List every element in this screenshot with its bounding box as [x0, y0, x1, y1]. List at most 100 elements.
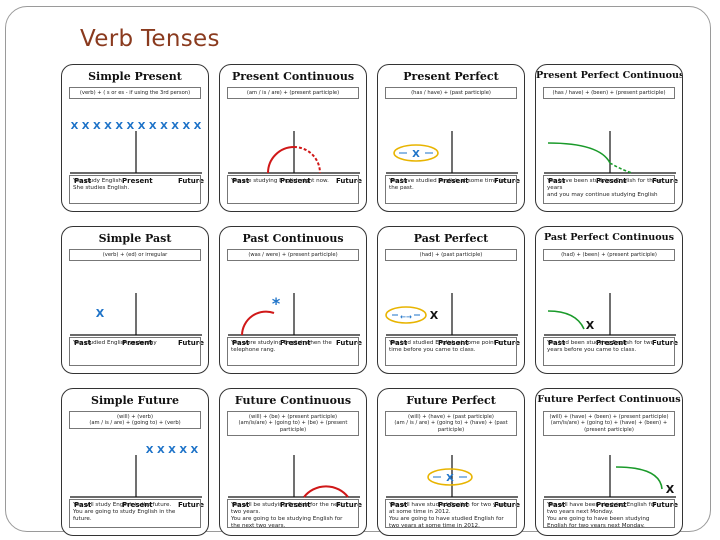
tense-title: Simple Future [91, 394, 179, 407]
tense-title: Past Perfect Continuous [543, 232, 675, 243]
timeline-diagram: X [70, 293, 202, 336]
timeline-label-past: Past [390, 501, 408, 509]
timeline-label-past: Past [232, 501, 250, 509]
tense-mark: ←→ [400, 313, 412, 321]
tense-mark: X [430, 309, 439, 322]
example-line: at some time in 2012. [389, 509, 451, 515]
tense-example: You will be studying English for the nex… [227, 499, 359, 528]
timeline-diagram [228, 131, 360, 174]
formula-line: (will) + (have) + (past participle) [408, 413, 494, 420]
timeline-label-present: Present [280, 177, 311, 185]
tense-card-present-continuous: Present Continuous (am / is / are) + (pre… [219, 64, 367, 212]
formula-line: (has / have) + (past participle) [411, 89, 491, 96]
timeline-diagram: X [544, 455, 676, 498]
tense-mark: * [272, 294, 281, 313]
example-line: You will have been studying English for [547, 502, 657, 508]
timeline-label-present: Present [438, 177, 469, 185]
timeline-label-future: Future [178, 339, 204, 347]
timeline-label-present: Present [438, 501, 469, 509]
tense-mark: X [586, 319, 595, 332]
tense-formula: (verb) + (ed) or irregular [69, 249, 201, 261]
tense-mark: X [412, 149, 420, 160]
tense-title: Future Perfect Continuous [537, 394, 681, 405]
timeline-label-present: Present [596, 501, 627, 509]
formula-line: (has / have) + (been) + (present partici… [552, 89, 666, 96]
tense-mark: X X X X X X X X X X X X [71, 121, 202, 132]
timeline-label-present: Present [122, 177, 153, 185]
formula-line: (am / is / are) + (present participle) [246, 89, 340, 96]
tense-formula: (was / were) + (present participle) [227, 249, 359, 261]
example-line: You have studied English at some time in [389, 178, 505, 184]
tense-title: Present Perfect [403, 70, 499, 83]
formula-line: (am/is/are) + (going to) + (be) + (prese… [238, 420, 348, 433]
timeline-label-future: Future [336, 177, 362, 185]
tense-mark: X X X X X [146, 445, 199, 456]
tense-example: You will study English in the future. You… [69, 499, 201, 528]
timeline-label-past: Past [390, 339, 408, 347]
example-line: time before you came to class. [389, 347, 476, 353]
timeline-label-present: Present [280, 339, 311, 347]
tense-formula: (had) + (past participle) [385, 249, 517, 261]
tense-card-past-perfect: Past Perfect (had) + (past participle) ←→ X… [377, 226, 525, 374]
tense-example: You had been studying English for two yea… [543, 337, 675, 366]
timeline-label-past: Past [232, 339, 250, 347]
example-line: English for two years next Monday. [547, 523, 645, 528]
example-line: You studied English yesterday [73, 340, 157, 346]
timeline-diagram: X X X X X [70, 445, 202, 498]
timeline-label-future: Future [494, 339, 520, 347]
tense-card-past-continuous: Past Continuous (was / were) + (present p… [219, 226, 367, 374]
example-line: two years. [231, 509, 261, 515]
example-line: You are studying English right now. [231, 178, 329, 184]
timeline-label-future: Future [652, 177, 678, 185]
timeline-label-future: Future [336, 501, 362, 509]
formula-line: (had) + (been) + (present participle) [561, 251, 657, 258]
timeline-label-present: Present [280, 501, 311, 509]
tense-example: You had studied English at some point in… [385, 337, 517, 366]
example-line: You will study English in the future. [73, 502, 172, 508]
tense-example: You will have studied English for two ye… [385, 499, 517, 528]
timeline-label-future: Future [336, 339, 362, 347]
tense-formula: (will) + (have) + (been) + (present part… [543, 411, 675, 436]
example-line: two years next Monday. [547, 509, 614, 515]
tense-card-present-perfect: Present Perfect (has / have) + (past part… [377, 64, 525, 212]
example-line: You had been studying English for two [547, 340, 655, 346]
timeline-label-past: Past [74, 339, 92, 347]
timeline-diagram [544, 131, 676, 174]
page-title: Verb Tenses [80, 26, 220, 52]
tense-mark: X [446, 473, 454, 484]
timeline-diagram [228, 455, 360, 498]
tense-title: Present Perfect Continuous [536, 70, 683, 81]
tense-card-simple-past: Simple Past (verb) + (ed) or irregular X Pa… [61, 226, 209, 374]
timeline-label-future: Future [652, 501, 678, 509]
example-line: two years at some time in 2012. [389, 523, 480, 528]
example-line: You will be studying English for the nex… [231, 502, 343, 508]
example-line: future. [73, 516, 92, 522]
example-line: You have been studying English for three… [547, 178, 662, 191]
timeline-diagram: X [386, 131, 518, 174]
timeline-label-present: Present [596, 177, 627, 185]
formula-line: (am/is/are) + (going to) + (have) + (bee… [550, 420, 668, 433]
formula-line: (had) + (past participle) [419, 251, 483, 258]
tense-formula: (has / have) + (been) + (present partici… [543, 87, 675, 99]
tense-title: Future Perfect [406, 394, 496, 407]
tense-formula: (will) + (be) + (present participle) (am/… [227, 411, 359, 436]
timeline-diagram: ←→ X [385, 293, 518, 336]
timeline-diagram: X X X X X X X X X X X X [70, 121, 202, 174]
tense-example: You are studying English right now. [227, 175, 359, 204]
example-line: She studies English. [73, 185, 130, 191]
tense-mark: X [666, 483, 675, 496]
tense-title: Simple Present [88, 70, 182, 83]
example-line: You will have studied English for two ye… [389, 502, 509, 508]
tense-formula: (had) + (been) + (present participle) [543, 249, 675, 261]
timeline-diagram: X [386, 455, 518, 498]
tense-example: You have been studying English for three… [543, 175, 675, 204]
tense-formula: (will) + (verb) (am / is / are) + (going … [69, 411, 201, 429]
tense-example: You studied English yesterday [69, 337, 201, 366]
formula-line: (will) + (have) + (been) + (present part… [549, 413, 669, 420]
tense-card-future-continuous: Future Continuous (will) + (be) + (presen… [219, 388, 367, 536]
tense-card-future-perfect: Future Perfect (will) + (have) + (past pa… [377, 388, 525, 536]
timeline-diagram: X [544, 293, 676, 336]
example-line: the past. [389, 185, 414, 191]
timeline-label-future: Future [178, 501, 204, 509]
tense-title: Simple Past [98, 232, 172, 245]
